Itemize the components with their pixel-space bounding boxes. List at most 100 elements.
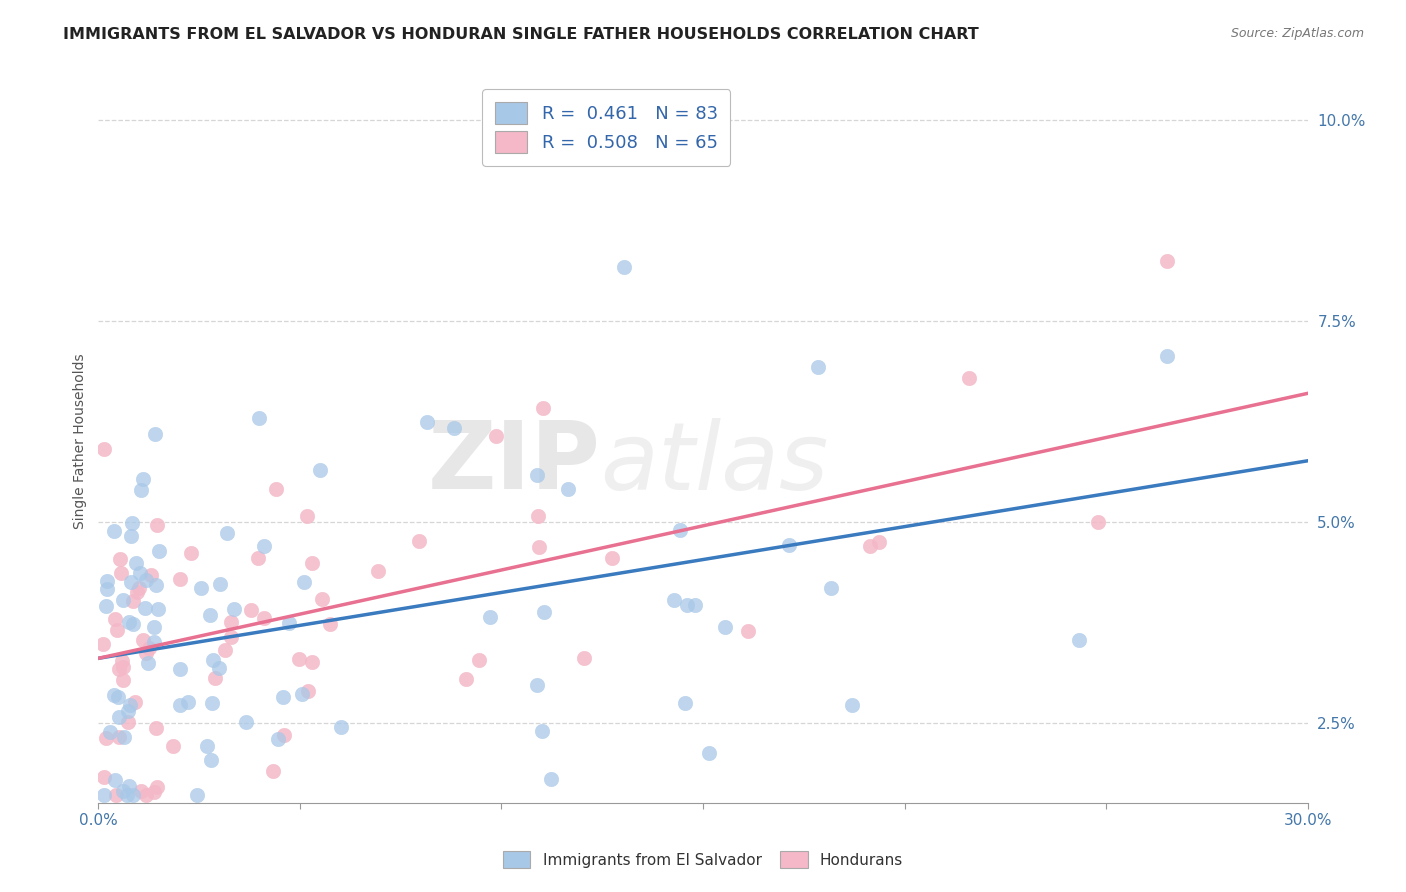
Point <box>136 657 159 671</box>
Point <box>201 697 224 711</box>
Point <box>148 544 170 558</box>
Point <box>121 617 143 632</box>
Point <box>221 630 243 644</box>
Point <box>266 482 288 496</box>
Point <box>125 556 148 570</box>
Point <box>485 429 508 443</box>
Point <box>478 609 501 624</box>
Point <box>108 662 131 676</box>
Point <box>278 616 301 631</box>
Point <box>697 746 720 760</box>
Point <box>132 632 155 647</box>
Point <box>135 573 157 587</box>
Point <box>91 636 114 650</box>
Point <box>308 463 330 477</box>
Point <box>200 752 222 766</box>
Point <box>533 605 555 619</box>
Point <box>145 578 167 592</box>
Point <box>142 635 165 649</box>
Point <box>527 540 550 554</box>
Point <box>301 655 323 669</box>
Point <box>104 788 127 802</box>
Point <box>253 610 276 624</box>
Point <box>1156 350 1178 364</box>
Point <box>169 698 191 712</box>
Point <box>124 695 146 709</box>
Point <box>540 772 562 786</box>
Point <box>121 516 143 530</box>
Point <box>297 684 319 698</box>
Point <box>122 788 145 802</box>
Text: atlas: atlas <box>600 417 828 508</box>
Point <box>443 421 465 435</box>
Text: IMMIGRANTS FROM EL SALVADOR VS HONDURAN SINGLE FATHER HOUSEHOLDS CORRELATION CHA: IMMIGRANTS FROM EL SALVADOR VS HONDURAN … <box>63 27 979 42</box>
Y-axis label: Single Father Households: Single Father Households <box>73 354 87 529</box>
Point <box>122 594 145 608</box>
Point <box>301 556 323 570</box>
Point <box>240 603 263 617</box>
Legend: Immigrants from El Salvador, Hondurans: Immigrants from El Salvador, Hondurans <box>495 844 911 875</box>
Point <box>96 599 118 613</box>
Point <box>146 517 169 532</box>
Point <box>177 695 200 709</box>
Point <box>190 581 212 595</box>
Point <box>111 660 134 674</box>
Point <box>319 617 342 632</box>
Text: ZIP: ZIP <box>427 417 600 509</box>
Point <box>135 646 157 660</box>
Point <box>117 714 139 729</box>
Point <box>93 770 115 784</box>
Point <box>115 788 138 802</box>
Point <box>120 575 142 590</box>
Point <box>142 619 165 633</box>
Point <box>415 415 437 429</box>
Point <box>868 534 890 549</box>
Point <box>957 370 980 384</box>
Point <box>132 472 155 486</box>
Point <box>134 601 156 615</box>
Point <box>162 739 184 753</box>
Point <box>129 483 152 497</box>
Point <box>673 697 696 711</box>
Point <box>146 780 169 794</box>
Point <box>219 615 242 630</box>
Legend: R =  0.461   N = 83, R =  0.508   N = 65: R = 0.461 N = 83, R = 0.508 N = 65 <box>482 89 731 166</box>
Point <box>664 593 686 607</box>
Point <box>104 612 127 626</box>
Point <box>120 529 142 543</box>
Point <box>557 483 579 497</box>
Point <box>118 779 141 793</box>
Point <box>143 426 166 441</box>
Point <box>526 678 548 692</box>
Point <box>103 688 125 702</box>
Point <box>94 731 117 746</box>
Point <box>329 720 352 734</box>
Point <box>204 671 226 685</box>
Point <box>110 551 132 566</box>
Point <box>531 724 554 739</box>
Point <box>676 598 699 612</box>
Point <box>195 739 218 753</box>
Point <box>105 624 128 638</box>
Point <box>169 662 191 676</box>
Point <box>129 784 152 798</box>
Point <box>1156 254 1178 268</box>
Point <box>683 599 706 613</box>
Point <box>128 581 150 595</box>
Point <box>112 784 135 798</box>
Point <box>112 673 135 688</box>
Point <box>214 643 236 657</box>
Point <box>139 568 162 582</box>
Point <box>112 730 135 744</box>
Point <box>138 640 160 655</box>
Point <box>110 566 132 580</box>
Point <box>291 687 314 701</box>
Point <box>820 581 842 595</box>
Point <box>456 672 478 686</box>
Point <box>107 730 129 744</box>
Point <box>145 721 167 735</box>
Point <box>111 654 134 668</box>
Point <box>129 566 152 581</box>
Point <box>120 698 142 713</box>
Point <box>104 772 127 787</box>
